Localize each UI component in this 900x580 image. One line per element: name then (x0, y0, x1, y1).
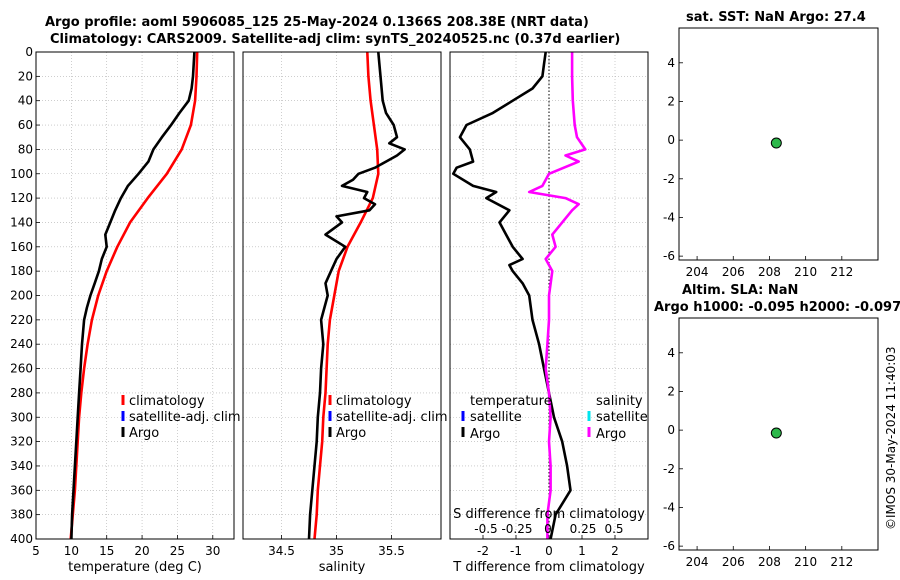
difference-legend-label: satellite (596, 410, 648, 425)
salinity-x-tick-label: 34.5 (268, 544, 295, 558)
difference-legend-label: satellite (470, 410, 522, 425)
sst-x-tick-label: 206 (722, 265, 745, 279)
temperature-x-tick-label: 5 (32, 544, 40, 558)
depth-tick-label: 400 (10, 532, 33, 546)
salinity-x-axis-label: salinity (319, 560, 366, 575)
depth-tick-label: 120 (10, 191, 33, 205)
difference-top-tick-label: -0.25 (501, 522, 532, 536)
temperature-legend-label: Argo (129, 426, 159, 441)
temperature-x-tick-label: 20 (134, 544, 149, 558)
sst-x-tick-label: 210 (794, 265, 817, 279)
salinity-series-Argo (307, 51, 407, 540)
sla-y-tick-label: -6 (663, 539, 675, 553)
temperature-legend-label: climatology (129, 394, 205, 409)
sla-x-tick-label: 210 (794, 555, 817, 569)
difference-top-tick-label: -0.5 (474, 522, 497, 536)
salinity-x-tick-label: 35 (329, 544, 344, 558)
depth-tick-label: 40 (18, 94, 33, 108)
salinity-x-tick-label: 35.5 (378, 544, 405, 558)
sla-y-tick-label: 4 (667, 346, 675, 360)
difference-legend-title-temperature: temperature (470, 394, 552, 409)
temperature-x-tick-label: 15 (99, 544, 114, 558)
sst-axes-frame (678, 27, 879, 261)
difference-legend-title-salinity: salinity (596, 394, 643, 409)
difference-x-axis-label: T difference from climatology (452, 560, 645, 575)
salinity-series-climatology (313, 51, 380, 540)
sla-y-tick-label: 0 (667, 423, 675, 437)
sst-data-point (770, 137, 782, 149)
sla-x-tick-label: 208 (758, 555, 781, 569)
salinity-legend-label: satellite-adj. clim (336, 410, 448, 425)
salinity-legend-label: climatology (336, 394, 412, 409)
sla-y-tick-label: -2 (663, 462, 675, 476)
sst-y-tick-label: 2 (667, 94, 675, 108)
depth-tick-label: 260 (10, 362, 33, 376)
sla-x-tick-label: 206 (722, 555, 745, 569)
sla-axes-frame (678, 317, 879, 551)
sla-y-tick-label: -4 (663, 500, 675, 514)
depth-tick-label: 240 (10, 337, 33, 351)
difference-x-tick-label: 2 (611, 544, 619, 558)
depth-tick-label: 0 (25, 45, 33, 59)
difference-series-temperature-Argo (451, 51, 572, 540)
sst-y-tick-label: -4 (663, 210, 675, 224)
depth-tick-label: 380 (10, 508, 33, 522)
figure-title-line1: Argo profile: aoml 5906085_125 25-May-20… (45, 15, 589, 30)
difference-top-tick-label: 0 (544, 522, 552, 536)
salinity-axes-frame (242, 51, 442, 540)
depth-tick-label: 20 (18, 69, 33, 83)
difference-axes-frame (449, 51, 649, 540)
difference-top-tick-label: 0.25 (570, 522, 597, 536)
depth-tick-label: 340 (10, 459, 33, 473)
difference-series-salinity-Argo (527, 52, 587, 539)
sst-x-tick-label: 208 (758, 265, 781, 279)
depth-tick-label: 200 (10, 289, 33, 303)
difference-x-tick-label: -2 (477, 544, 489, 558)
sst-y-tick-label: -2 (663, 172, 675, 186)
depth-tick-label: 320 (10, 435, 33, 449)
depth-tick-label: 160 (10, 240, 33, 254)
sla-panel-title-line1: Altim. SLA: NaN (682, 283, 799, 298)
difference-x-tick-label: 1 (578, 544, 586, 558)
difference-legend-label: Argo (596, 427, 626, 442)
sla-data-point (770, 427, 782, 439)
difference-top-tick-label: 0.5 (604, 522, 623, 536)
temperature-series-Argo (70, 51, 196, 540)
sst-y-tick-label: 4 (667, 56, 675, 70)
temperature-x-axis-label: temperature (deg C) (68, 560, 202, 575)
sst-y-tick-label: -6 (663, 249, 675, 263)
sla-x-tick-label: 212 (830, 555, 853, 569)
depth-tick-label: 140 (10, 215, 33, 229)
sst-x-tick-label: 212 (830, 265, 853, 279)
depth-tick-label: 280 (10, 386, 33, 400)
sla-y-tick-label: 2 (667, 384, 675, 398)
temperature-legend-label: satellite-adj. clim (129, 410, 241, 425)
difference-x-tick-label: 0 (545, 544, 553, 558)
depth-tick-label: 300 (10, 410, 33, 424)
figure-title-line2: Climatology: CARS2009. Satellite-adj cli… (50, 32, 621, 47)
temperature-x-tick-label: 25 (170, 544, 185, 558)
depth-tick-label: 100 (10, 167, 33, 181)
sst-y-tick-label: 0 (667, 133, 675, 147)
sla-panel-title-line2: Argo h1000: -0.095 h2000: -0.097 (654, 300, 900, 315)
depth-tick-label: 60 (18, 118, 33, 132)
sst-panel-title: sat. SST: NaN Argo: 27.4 (686, 10, 866, 25)
temperature-x-tick-label: 10 (64, 544, 79, 558)
difference-x-tick-label: -1 (510, 544, 522, 558)
difference-legend-label: Argo (470, 427, 500, 442)
depth-tick-label: 360 (10, 483, 33, 497)
depth-tick-label: 180 (10, 264, 33, 278)
temperature-series-climatology (69, 51, 199, 540)
temperature-x-tick-label: 30 (205, 544, 220, 558)
depth-tick-label: 80 (18, 142, 33, 156)
salinity-legend-label: Argo (336, 426, 366, 441)
sst-x-tick-label: 204 (686, 265, 709, 279)
difference-top-axis-label: S difference from climatology (453, 507, 645, 522)
depth-tick-label: 220 (10, 313, 33, 327)
sla-x-tick-label: 204 (686, 555, 709, 569)
